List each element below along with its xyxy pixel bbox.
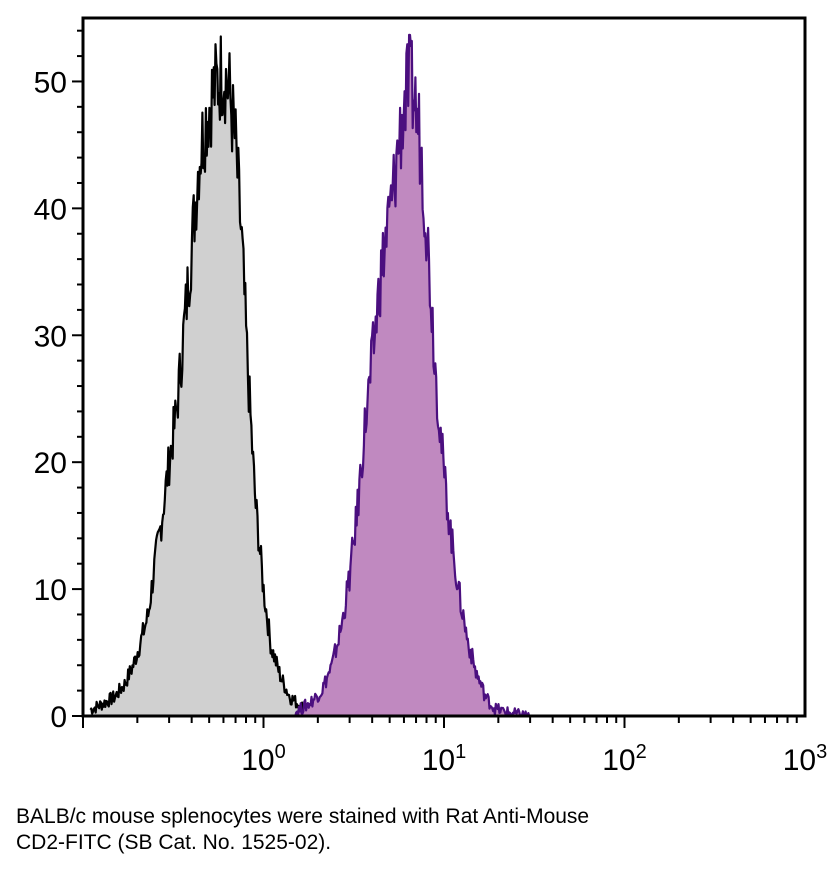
y-tick-label: 0 — [50, 701, 67, 734]
histogram-fill-2 — [295, 34, 531, 716]
y-tick-label: 10 — [34, 574, 67, 607]
x-tick-label: 102 — [602, 741, 647, 777]
caption-line-1: BALB/c mouse splenocytes were stained wi… — [16, 805, 590, 828]
histogram-outline-1 — [89, 35, 319, 718]
x-tick-label: 101 — [422, 741, 467, 777]
series-layer — [89, 33, 531, 718]
x-tick-label: 103 — [783, 741, 828, 777]
y-tick-label: 30 — [34, 320, 67, 353]
histogram-fill-1 — [90, 36, 318, 716]
histogram-series-1 — [89, 35, 319, 718]
axis-layer: 0 10 20 30 40 50 100 101 102 103 — [34, 29, 828, 777]
histogram-series-2 — [294, 33, 531, 718]
y-tick-label: 40 — [34, 193, 67, 226]
flow-histogram-chart: 0 10 20 30 40 50 100 101 102 103 — [34, 16, 828, 777]
caption-line-2: CD2-FITC (SB Cat. No. 1525-02). — [16, 831, 332, 854]
y-tick-label: 50 — [34, 66, 67, 99]
figure-caption: BALB/c mouse splenocytes were stained wi… — [16, 804, 816, 856]
histogram-outline-2 — [294, 33, 531, 718]
y-tick-label: 20 — [34, 447, 67, 480]
x-tick-label: 100 — [241, 741, 286, 777]
